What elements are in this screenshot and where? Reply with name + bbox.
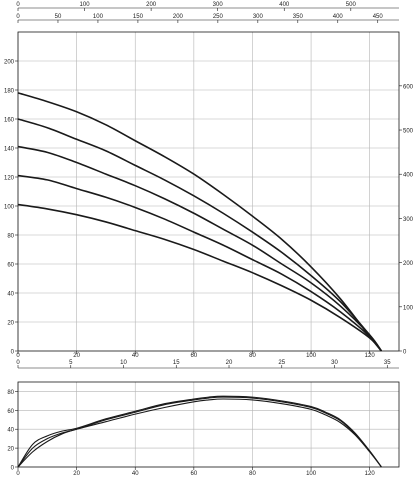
top-axis-tick-label: 0: [16, 14, 20, 20]
x2-tick-label: 0: [16, 360, 20, 366]
y-tick-label: 20: [7, 447, 14, 453]
y2-tick-label: 300: [403, 217, 414, 223]
y-tick-label: 80: [7, 390, 14, 396]
x-tick-label: 60: [191, 471, 198, 477]
x-tick-label: 100: [306, 353, 317, 359]
x2-tick-label: 20: [226, 360, 233, 366]
y-tick-label: 60: [7, 263, 14, 269]
top-axis-tick-label: 400: [279, 2, 290, 8]
y2-tick-label: 400: [403, 173, 414, 179]
top-axis-tick-label: 250: [213, 14, 224, 20]
y2-tick-label: 600: [403, 84, 414, 90]
x-tick-label: 80: [249, 471, 256, 477]
x-tick-label: 20: [73, 471, 80, 477]
y2-tick-label: 500: [403, 129, 414, 135]
x-tick-label: 20: [73, 353, 80, 359]
plot-frame: [17, 31, 400, 352]
top-axis-tick-label: 200: [173, 14, 184, 20]
y-tick-label: 40: [7, 428, 14, 434]
y2-tick-label: 100: [403, 305, 414, 311]
y-tick-label: 80: [7, 234, 14, 240]
y2-tick-label: 200: [403, 261, 414, 267]
top-axis-tick-label: 300: [213, 2, 224, 8]
head-curve: [17, 203, 383, 352]
y-tick-label: 120: [4, 176, 15, 182]
top-axis-tick-label: 500: [346, 2, 357, 8]
y-tick-label: 200: [4, 60, 15, 66]
x-tick-label: 0: [16, 471, 20, 477]
top-axis-tick-label: 450: [373, 14, 384, 20]
top-axis-tick-label: 150: [133, 14, 144, 20]
y-tick-label: 40: [7, 292, 14, 298]
efficiency-curve: [17, 395, 382, 468]
x-tick-label: 40: [132, 353, 139, 359]
head-plot: 0204060801001201401601802000100200300400…: [4, 2, 414, 369]
y-tick-label: 140: [4, 147, 15, 153]
top-axis-tick-label: 0: [16, 2, 20, 8]
top-axis-tick-label: 100: [80, 2, 91, 8]
x-tick-label: 120: [365, 471, 376, 477]
x2-tick-label: 15: [173, 360, 180, 366]
top-axis-tick-label: 200: [146, 2, 157, 8]
top-axis-tick-label: 350: [293, 14, 304, 20]
head-curve: [17, 92, 383, 352]
efficiency-plot: 0 20 40 60 80 0 20 40 60 80 100 120: [7, 381, 400, 477]
top-axis-tick-label: 400: [333, 14, 344, 20]
y2-tick-label: 0: [403, 350, 407, 356]
y-tick-label: 160: [4, 118, 15, 124]
head-curve: [17, 174, 383, 352]
efficiency-curve: [17, 396, 382, 468]
x-tick-label: 60: [191, 353, 198, 359]
y-tick-label: 20: [7, 321, 14, 327]
top-axis-tick-label: 100: [93, 14, 104, 20]
x2-tick-label: 10: [120, 360, 127, 366]
x2-tick-label: 25: [278, 360, 285, 366]
x-tick-label: 100: [306, 471, 317, 477]
x-tick-label: 40: [132, 471, 139, 477]
x2-tick-label: 35: [384, 360, 391, 366]
x2-tick-label: 5: [69, 360, 73, 366]
y-tick-label: 0: [11, 466, 15, 472]
y-tick-label: 0: [11, 350, 15, 356]
x-tick-label: 0: [16, 353, 20, 359]
efficiency-curve: [17, 398, 382, 468]
x-tick-label: 80: [249, 353, 256, 359]
y-tick-label: 100: [4, 205, 15, 211]
head-curve: [17, 145, 383, 352]
head-curve: [17, 118, 383, 352]
y-tick-label: 180: [4, 89, 15, 95]
top-axis-tick-label: 300: [253, 14, 264, 20]
top-axis-tick-label: 50: [55, 14, 62, 20]
plot-frame: [17, 381, 400, 468]
y-tick-label: 60: [7, 409, 14, 415]
x-tick-label: 120: [365, 353, 376, 359]
x2-tick-label: 30: [331, 360, 338, 366]
